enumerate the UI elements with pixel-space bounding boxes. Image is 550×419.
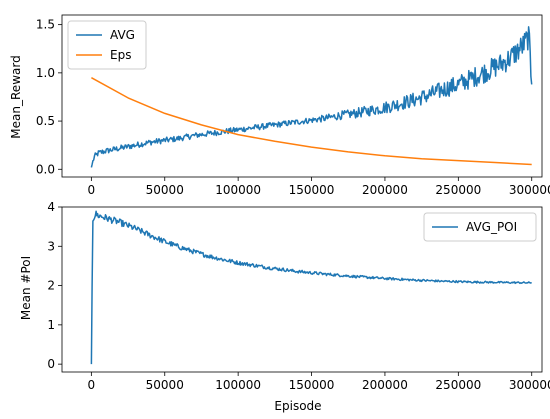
episode-x-axis-label: Episode [274,399,321,413]
reward-x-tick-label: 100000 [215,183,261,197]
poi-y-tick-label: 2 [47,279,55,293]
poi-legend: AVG_POI [423,212,537,242]
reward-x-tick-label: 0 [88,183,96,197]
poi-y-tick-label: 0 [47,357,55,371]
poi-y-tick-label: 4 [47,200,55,214]
reward-x-tick-label: 150000 [289,183,335,197]
reward-x-tick-label: 50000 [146,183,184,197]
poi-x-tick-label: 50000 [146,378,184,392]
reward-x-tick-label: 200000 [362,183,408,197]
poi-x-tick-label: 0 [88,378,96,392]
reward-legend: AVG Eps [67,20,147,70]
poi-y-tick-label: 3 [47,239,55,253]
reward-panel: Mean_Reward 0 50000 100000 150000 200000 2500… [9,14,550,197]
poi-series-avg-poi-line [90,210,532,365]
poi-x-tick-label: 250000 [435,378,481,392]
poi-legend-label: AVG_POI [466,220,517,234]
reward-series-avg-line [90,26,533,168]
reward-axes-frame [61,14,543,178]
reward-y-tick-label: 1.0 [36,66,55,80]
reward-legend-box [67,20,147,70]
poi-x-tick-label: 150000 [289,378,335,392]
reward-y-axis-label: Mean_Reward [9,55,23,138]
reward-y-tick-label: 0.5 [36,114,55,128]
reward-legend-label: Eps [110,48,131,62]
poi-y-axis-label: Mean #PoI [19,256,33,320]
poi-x-tick-label: 100000 [215,378,261,392]
poi-axes-frame [61,206,543,373]
poi-x-tick-label: 200000 [362,378,408,392]
poi-y-tick-label: 1 [47,318,55,332]
reward-legend-label: AVG [110,28,135,42]
reward-x-tick-label: 250000 [435,183,481,197]
reward-series-eps-line [91,77,532,166]
reward-y-tick-label: 0.0 [36,162,55,176]
reward-y-tick-label: 1.5 [36,18,55,32]
poi-legend-box [423,212,537,242]
poi-panel: Mean #PoI Episode 0 50000 100000 150000 2000… [19,200,550,413]
